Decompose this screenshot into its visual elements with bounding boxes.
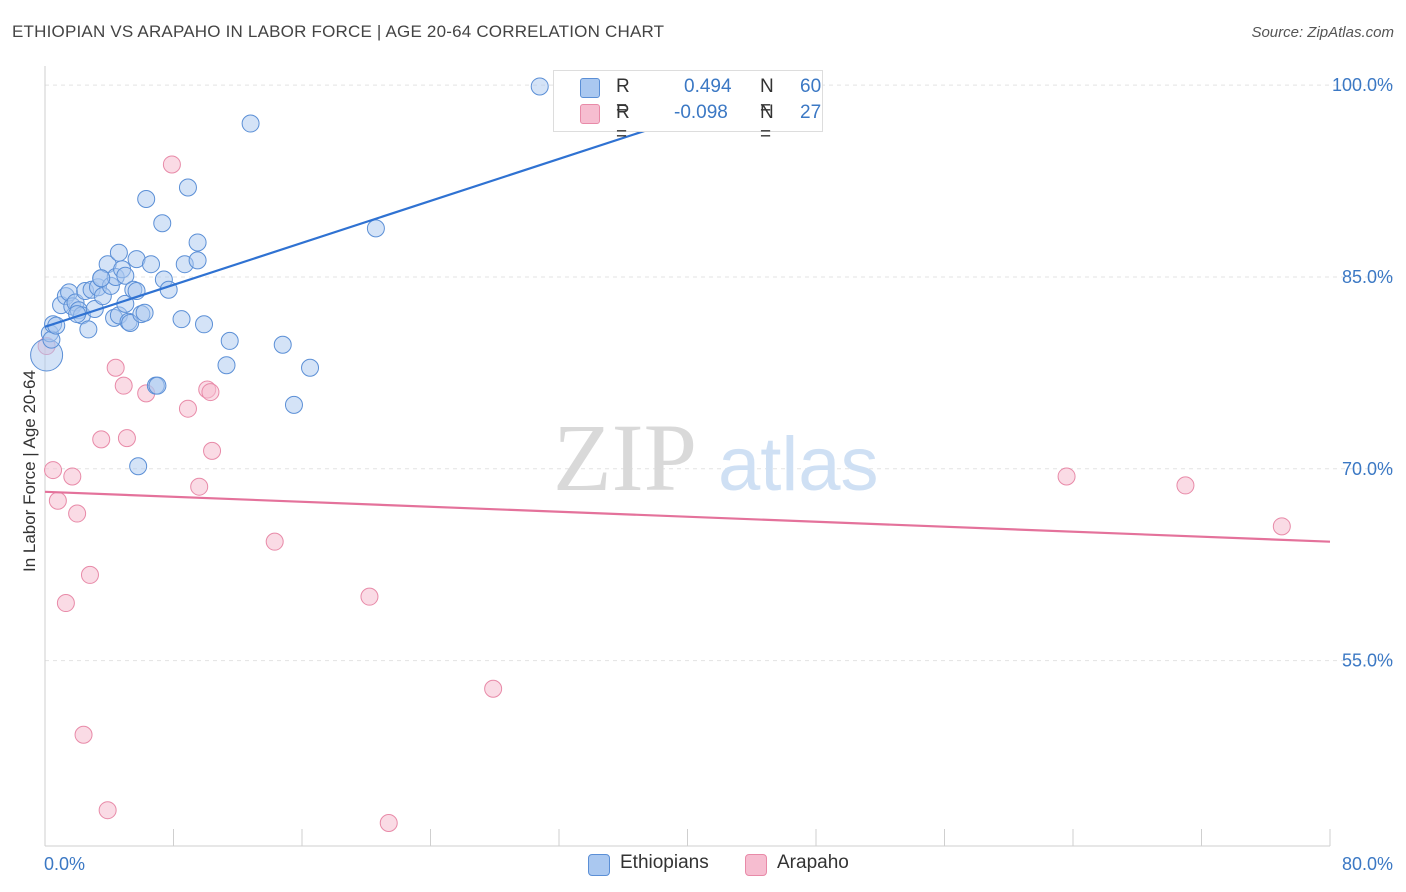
ethiopian-point — [241, 114, 260, 133]
ethiopian-point — [135, 303, 154, 322]
ethiopian-point — [301, 358, 320, 377]
ethiopian-point — [116, 266, 135, 285]
arapaho-point — [162, 155, 181, 174]
arapaho-point — [1057, 467, 1076, 486]
ethiopian-point — [178, 178, 197, 197]
x-tick-label: 80.0% — [1342, 854, 1393, 874]
bottom-legend-swatch-pink — [745, 854, 767, 876]
legend-n-value: 27 — [800, 102, 822, 123]
ethiopian-point — [148, 376, 167, 395]
legend-swatch-blue — [580, 78, 600, 98]
arapaho-point — [201, 383, 220, 402]
arapaho-point — [379, 813, 398, 832]
arapaho-point — [106, 358, 125, 377]
arapaho-point — [1272, 517, 1291, 536]
ethiopian-point — [142, 255, 161, 274]
ethiopian-point — [137, 189, 156, 208]
ethiopian-point — [530, 77, 549, 96]
ethiopian-point — [195, 315, 214, 334]
bottom-legend-label: Ethiopians — [620, 852, 709, 873]
ethiopian-point — [217, 356, 236, 375]
arapaho-point — [44, 461, 63, 480]
legend-n-label: N = — [760, 76, 774, 119]
arapaho-point — [56, 594, 75, 613]
legend-n-value: 60 — [800, 76, 822, 97]
arapaho-point — [1176, 476, 1195, 495]
y-tick-label: 85.0% — [1342, 267, 1393, 287]
ethiopian-point — [172, 310, 191, 329]
legend-swatch-pink — [580, 104, 600, 124]
arapaho-point — [68, 504, 87, 523]
arapaho-point — [48, 491, 67, 510]
axes — [44, 66, 1331, 847]
ethiopian-point — [220, 331, 239, 350]
ethiopian-points — [30, 77, 588, 476]
x-tick-label: 0.0% — [44, 854, 85, 874]
source-label: Source: ZipAtlas.com — [1251, 24, 1394, 41]
watermark-zip: ZIP — [553, 404, 697, 511]
ethiopian-point — [273, 335, 292, 354]
arapaho-point — [360, 587, 379, 606]
legend-r-value: -0.098 — [674, 102, 728, 123]
arapaho-point — [114, 376, 133, 395]
legend-r-label: R = — [616, 102, 630, 145]
bottom-legend-swatch-blue — [588, 854, 610, 876]
arapaho-point — [484, 679, 503, 698]
y-tick-label: 100.0% — [1332, 75, 1393, 95]
chart-title: ETHIOPIAN VS ARAPAHO IN LABOR FORCE | AG… — [12, 22, 665, 41]
ethiopian-point — [366, 219, 385, 238]
arapaho-point — [63, 467, 82, 486]
legend-n-label: N = — [760, 102, 774, 145]
arapaho-point — [74, 725, 93, 744]
gridlines — [45, 84, 1395, 662]
ethiopian-point — [92, 269, 111, 288]
correlation-legend: R = 0.494 N = 60 R = -0.098 N = 27 — [553, 70, 823, 145]
ethiopian-point — [188, 251, 207, 270]
y-tick-label: 70.0% — [1342, 459, 1393, 479]
y-axis-label: In Labor Force | Age 20-64 — [20, 370, 39, 572]
legend-r-label: R = — [616, 76, 630, 119]
arapaho-point — [265, 532, 284, 551]
arapaho-point — [178, 399, 197, 418]
arapaho-point — [190, 477, 209, 496]
ethiopian-point — [79, 320, 98, 339]
arapaho-point — [80, 565, 99, 584]
tick-labels: 100.0% 85.0% 70.0% 55.0% 0.0% 80.0% — [44, 75, 1393, 874]
arapaho-point — [98, 801, 117, 820]
arapaho-point — [203, 441, 222, 460]
arapaho-point — [92, 430, 111, 449]
legend-r-value: 0.494 — [684, 76, 732, 97]
watermark-atlas: atlas — [718, 422, 879, 507]
bottom-legend-label: Arapaho — [777, 852, 849, 873]
ethiopian-point — [153, 214, 172, 233]
y-tick-label: 55.0% — [1342, 651, 1393, 671]
ethiopian-point — [284, 395, 303, 414]
arapaho-trend-line — [44, 490, 1331, 543]
ethiopian-point — [188, 233, 207, 252]
ethiopian-point — [109, 243, 128, 262]
arapaho-point — [117, 429, 136, 448]
ethiopian-point — [129, 457, 148, 476]
